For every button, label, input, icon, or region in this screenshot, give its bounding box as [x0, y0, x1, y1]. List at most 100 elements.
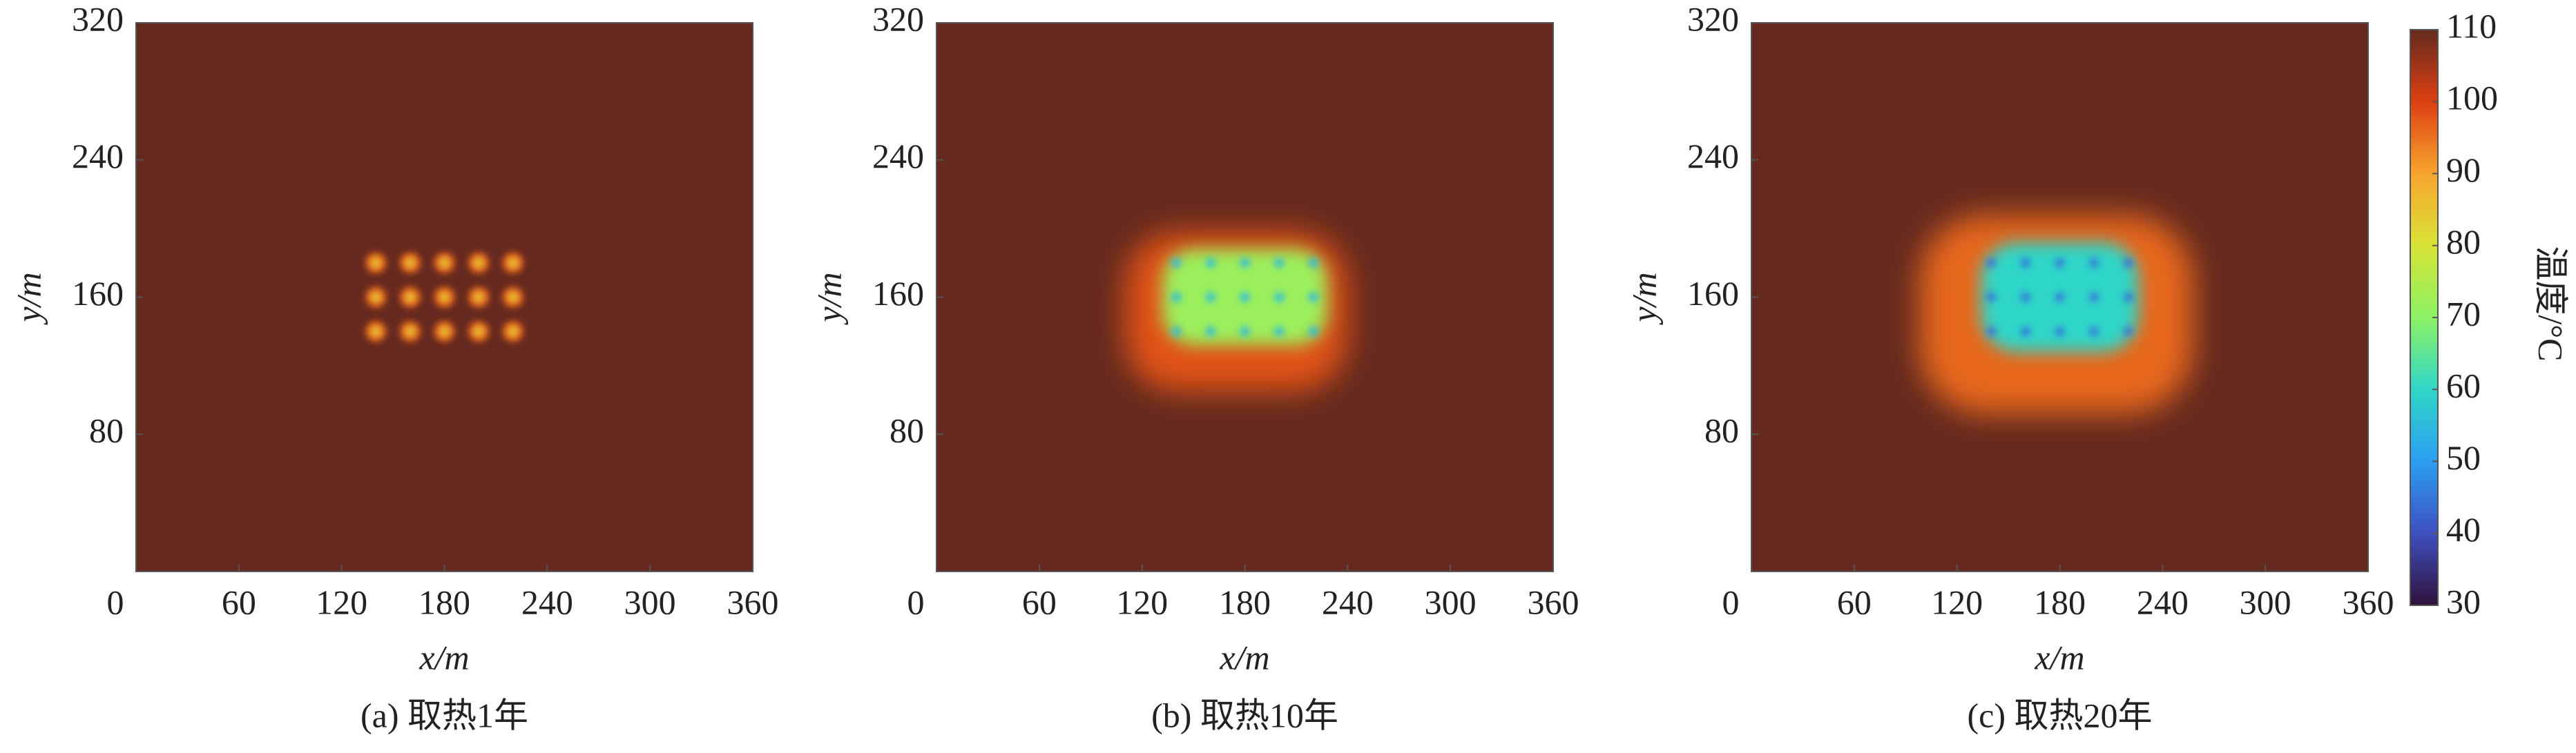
well [1205, 292, 1215, 302]
x-tick-label: 240 [521, 583, 573, 621]
colorbar-tick-label: 50 [2446, 438, 2481, 477]
colorbar-tick-label: 100 [2446, 79, 2498, 117]
well [1205, 326, 1215, 337]
x-tick-label: 180 [419, 583, 470, 621]
y-tick-label: 80 [890, 411, 924, 450]
colorbar-label: 温度/°C [2532, 246, 2570, 361]
well [2123, 326, 2133, 337]
y-tick-label: 160 [872, 274, 924, 313]
colorbar-tick-label: 40 [2446, 510, 2481, 549]
well [2020, 257, 2030, 268]
well [1986, 292, 1997, 302]
x-tick-label: 60 [1837, 583, 1872, 621]
y-tick-label: 320 [72, 0, 124, 38]
x-tick-label: 300 [2240, 583, 2291, 621]
x-tick-label: 120 [1116, 583, 1168, 621]
x-tick-label: 240 [2137, 583, 2189, 621]
y-tick-label: 240 [72, 137, 124, 175]
colorbar-tick-label: 60 [2446, 366, 2481, 405]
y-tick-label: 160 [72, 274, 124, 313]
x-tick-label: 360 [1528, 583, 1579, 621]
well [1308, 292, 1318, 302]
well [1274, 257, 1285, 268]
well [2055, 292, 2065, 302]
well [1274, 326, 1285, 337]
colorbar-tick-label: 110 [2446, 6, 2497, 45]
colorbar-tick-label: 80 [2446, 222, 2481, 261]
well [439, 257, 450, 268]
panel-caption: (b) 取热10年 [1151, 696, 1338, 734]
well [2055, 257, 2065, 268]
x-tick-label: 0 [107, 583, 124, 621]
well [1240, 326, 1250, 337]
x-tick-label: 60 [1022, 583, 1057, 621]
well [2089, 326, 2099, 337]
panel-caption: (c) 取热20年 [1968, 696, 2153, 734]
well [1205, 257, 1215, 268]
colorbar-tick-label: 70 [2446, 294, 2481, 333]
well [404, 291, 416, 303]
well [1986, 257, 1997, 268]
x-tick-label: 60 [222, 583, 256, 621]
well [1171, 292, 1182, 302]
x-tick-label: 180 [2034, 583, 2086, 621]
y-tick-label: 320 [872, 0, 924, 38]
panel-caption: (a) 取热1年 [361, 696, 528, 734]
well [2089, 292, 2099, 302]
x-axis-label: x/m [419, 638, 469, 676]
well [507, 291, 519, 303]
x-axis-label: x/m [1219, 638, 1269, 676]
well [2020, 326, 2030, 337]
x-tick-label: 120 [316, 583, 367, 621]
well [507, 326, 519, 338]
well [439, 291, 450, 303]
plot-area [136, 23, 753, 571]
well [1171, 257, 1182, 268]
well [507, 257, 519, 268]
well [473, 326, 485, 338]
well [1240, 292, 1250, 302]
x-tick-label: 0 [1722, 583, 1740, 621]
well [439, 326, 450, 338]
x-tick-label: 360 [727, 583, 779, 621]
x-tick-label: 240 [1322, 583, 1374, 621]
y-tick-label: 80 [89, 411, 124, 450]
well [2089, 257, 2099, 268]
well [1308, 326, 1318, 337]
well [404, 257, 416, 268]
y-tick-label: 240 [872, 137, 924, 175]
well [404, 326, 416, 338]
colorbar-tick-label: 90 [2446, 150, 2481, 189]
well [2123, 257, 2133, 268]
x-tick-label: 300 [1425, 583, 1477, 621]
y-tick-label: 240 [1687, 137, 1739, 175]
y-tick-label: 80 [1704, 411, 1739, 450]
plot-area [936, 23, 1553, 571]
y-axis-label: y/m [1624, 272, 1663, 325]
well [2055, 326, 2065, 337]
y-axis-label: y/m [809, 272, 848, 325]
colorbar-tick-label: 30 [2446, 582, 2481, 620]
y-tick-label: 160 [1687, 274, 1739, 313]
well [1986, 326, 1997, 337]
x-axis-label: x/m [2034, 638, 2084, 676]
well [370, 291, 382, 303]
y-axis-label: y/m [9, 272, 48, 325]
well [1308, 257, 1318, 268]
y-tick-label: 320 [1687, 0, 1739, 38]
well [1274, 292, 1285, 302]
well [1171, 326, 1182, 337]
well [370, 257, 382, 268]
x-tick-label: 120 [1931, 583, 1983, 621]
x-tick-label: 180 [1219, 583, 1271, 621]
well [473, 257, 485, 268]
well [370, 326, 382, 338]
x-tick-label: 0 [907, 583, 925, 621]
plot-area [1751, 23, 2368, 571]
well [2020, 292, 2030, 302]
well [473, 291, 485, 303]
x-tick-label: 300 [624, 583, 676, 621]
well [2123, 292, 2133, 302]
well [1240, 257, 1250, 268]
